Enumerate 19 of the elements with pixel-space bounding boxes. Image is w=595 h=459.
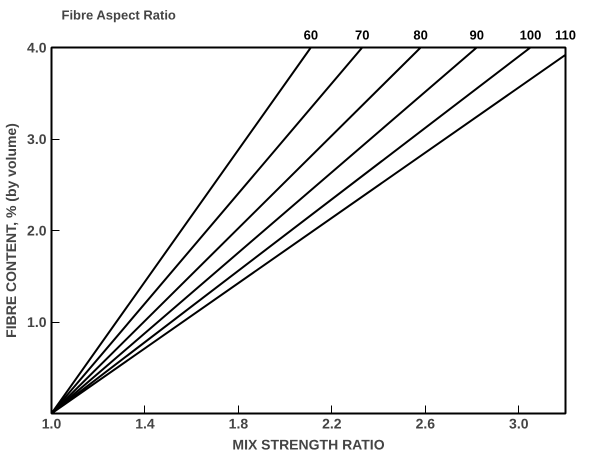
x-tick-label: 1.0 [42,416,62,432]
series-label: 90 [469,28,484,42]
x-tick-label: 2.6 [416,416,436,432]
series-label: 110 [555,28,576,42]
x-axis-title: MIX STRENGTH RATIO [232,436,385,452]
y-tick-label: 4.0 [27,40,47,56]
legend-title: Fibre Aspect Ratio [62,8,176,22]
series-label: 100 [520,28,542,42]
y-tick-label: 3.0 [27,131,47,147]
series-label: 70 [355,28,370,42]
y-tick-label: 2.0 [27,222,47,238]
series-label: 80 [413,28,428,42]
x-tick-label: 1.4 [135,416,155,432]
x-tick-label: 2.2 [322,416,342,432]
y-tick-label: 1.0 [27,314,47,330]
x-tick-label: 3.0 [509,416,529,432]
x-tick-label: 1.8 [228,416,248,432]
series-label: 60 [304,28,318,42]
y-axis-title: FIBRE CONTENT, % (by volume) [3,123,20,338]
